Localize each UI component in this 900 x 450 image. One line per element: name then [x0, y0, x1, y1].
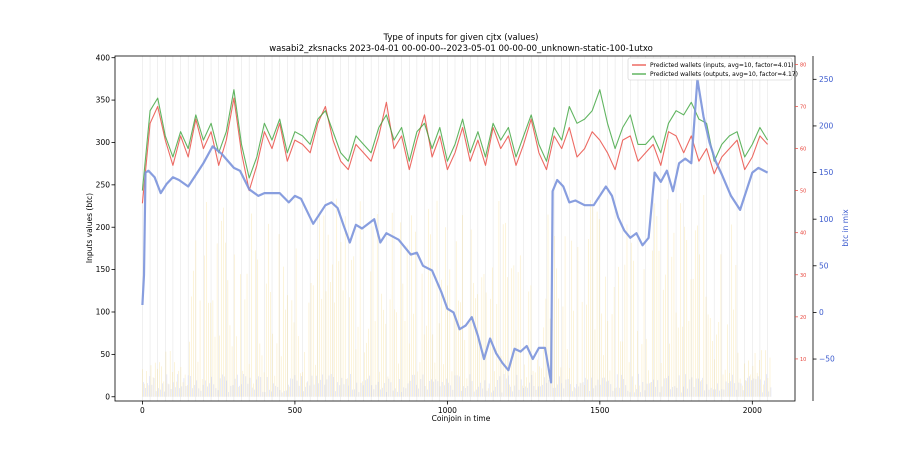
series-line-3: [141, 78, 769, 384]
y-axis-label: Inputs values (btc): [85, 193, 94, 263]
y2-tick-label: 20: [800, 315, 806, 321]
y3-axis-label: btc in mix: [841, 209, 850, 247]
y-tick-label: 150: [96, 265, 111, 274]
chart-title: Type of inputs for given cjtx (values): [383, 33, 539, 43]
y2-tick-label: 40: [800, 231, 806, 237]
chart-subtitle: wasabi2_zksnacks 2023-04-01 00-00-00--20…: [269, 44, 653, 54]
y3-tick-label: 150: [819, 168, 834, 177]
x-tick-label: 1000: [438, 406, 457, 415]
legend-label: Predicted wallets (inputs, avg=10, facto…: [650, 62, 794, 69]
series-layer: [141, 78, 769, 384]
y3-tick-label: 0: [819, 308, 824, 317]
y2-tick-label: 10: [800, 357, 806, 363]
plot-frame: [114, 55, 796, 402]
series-line-2: [141, 89, 769, 191]
y2-tick-label: 50: [800, 189, 806, 195]
legend-label: Predicted wallets (outputs, avg=10, fact…: [650, 71, 798, 78]
y3-tick-label: 200: [819, 122, 834, 131]
y-tick-label: 250: [96, 180, 111, 189]
legend-box: [627, 57, 793, 81]
y2-tick-label: 70: [800, 104, 806, 110]
x-tick-label: 2000: [743, 406, 762, 415]
x-tick-label: 0: [140, 406, 145, 415]
x-axis-label: Coinjoin in time: [432, 414, 491, 423]
y3-tick-label: 50: [819, 261, 829, 270]
y2-tick-label: 30: [800, 273, 806, 279]
x-tick-label: 500: [288, 406, 303, 415]
background-bars: [142, 195, 772, 397]
y-tick-label: 300: [96, 138, 111, 147]
legend: Predicted wallets (inputs, avg=10, facto…: [627, 57, 798, 81]
series-line-1: [141, 97, 769, 204]
grid-layer: [142, 56, 768, 401]
y2-tick-label: 80: [800, 62, 806, 68]
y-tick-label: 200: [96, 223, 111, 232]
y-tick-label: 100: [96, 308, 111, 317]
y-tick-label: 50: [100, 350, 110, 359]
y-tick-label: 400: [96, 53, 111, 62]
x-tick-label: 1500: [590, 406, 609, 415]
y-tick-label: 0: [105, 392, 110, 401]
axes-layer: 0 500 1000 1500 2000050100150200250300350400…: [96, 53, 835, 415]
y2-tick-label: 60: [800, 147, 806, 153]
y-tick-label: 350: [96, 96, 111, 105]
y3-tick-label: 100: [819, 215, 834, 224]
y3-tick-label: 250: [819, 75, 834, 84]
y3-tick-label: −50: [819, 355, 835, 364]
